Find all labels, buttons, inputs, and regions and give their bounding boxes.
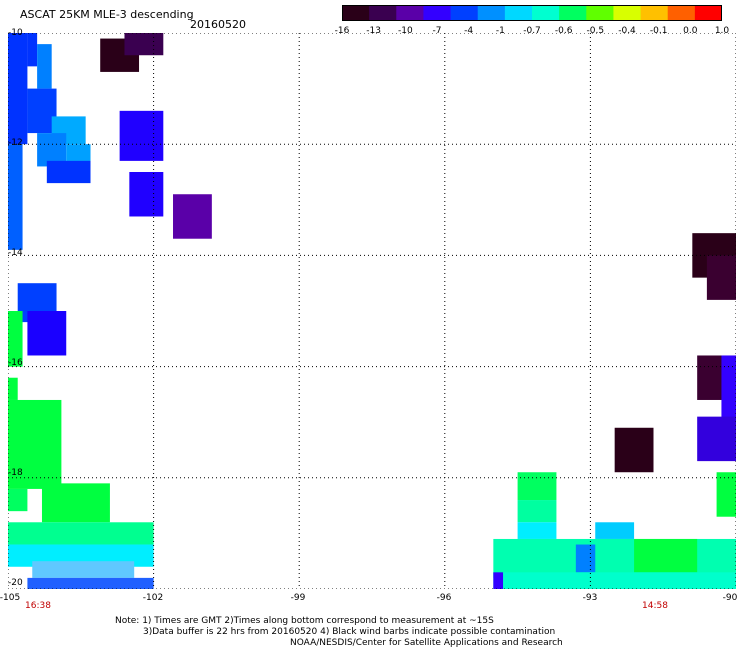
- lat-label: -16: [8, 358, 23, 368]
- swath-cell: [32, 561, 135, 578]
- swath-cell: [8, 522, 154, 545]
- colorbar-tick-label: -7: [432, 26, 442, 36]
- colorbar-border: [342, 5, 722, 21]
- swath-cell: [8, 377, 18, 400]
- swath-cell: [8, 399, 62, 489]
- swath-time-label: 14:58: [642, 601, 668, 611]
- colorbar-segment: [477, 5, 506, 21]
- colorbar-tick-labels: -16 -13 -10 -7 -4 -1 -0.7 -0.6 -0.5 -0.4 -0.1 0.0 1.…: [330, 26, 740, 38]
- swath-cell: [8, 33, 28, 145]
- map-title: ASCAT 25KM MLE-3 descending: [20, 8, 194, 21]
- swath-map: [8, 33, 736, 589]
- lat-label: -14: [8, 248, 23, 258]
- swath-cell: [129, 172, 164, 217]
- lat-label: -12: [8, 138, 23, 148]
- colorbar-tick-label: -16: [334, 26, 350, 36]
- swath-cell: [124, 33, 164, 56]
- swath-cell: [716, 472, 736, 517]
- lon-label: -102: [142, 593, 164, 603]
- swath-cell: [8, 488, 28, 512]
- swath-cell: [517, 472, 557, 501]
- colorbar-segment: [694, 5, 722, 21]
- swath-cell: [46, 160, 91, 184]
- swath-cell: [37, 44, 52, 89]
- swath-cell: [173, 194, 212, 239]
- swath-cell: [517, 522, 557, 539]
- swath-cell: [575, 544, 596, 573]
- colorbar-segment: [532, 5, 560, 21]
- swath-cell: [721, 355, 736, 428]
- swath-cell: [27, 577, 154, 589]
- swath-cell: [8, 311, 23, 367]
- colorbar-tick-label: -0.5: [586, 26, 605, 36]
- colorbar-tick-label: 1.0: [714, 26, 730, 36]
- swath-cell: [493, 572, 504, 589]
- colorbar-segment: [667, 5, 696, 21]
- lon-label: -93: [582, 593, 598, 603]
- colorbar-segment: [369, 5, 397, 21]
- colorbar-tick-label: -0.7: [523, 26, 541, 36]
- colorbar-segment: [559, 5, 587, 21]
- colorbar-tick-label: -1: [495, 26, 505, 36]
- lon-label: -96: [436, 593, 452, 603]
- lat-label: -20: [8, 578, 23, 588]
- colorbar-segment: [342, 5, 370, 21]
- map-date: 20160520: [190, 18, 246, 31]
- swath-cell: [493, 572, 736, 589]
- swath-cell: [8, 144, 23, 250]
- colorbar-segment: [640, 5, 669, 21]
- colorbar-segment: [450, 5, 479, 21]
- note-line-1: Note: 1) Times are GMT 2)Times along bot…: [115, 616, 494, 626]
- colorbar-segment: [423, 5, 452, 21]
- swath-cell: [595, 522, 635, 539]
- note-line-3: NOAA/NESDIS/Center for Satellite Applica…: [290, 638, 563, 648]
- lon-label: -105: [0, 593, 21, 603]
- swath-cell: [27, 33, 38, 67]
- colorbar: [342, 5, 722, 21]
- colorbar-tick-label: -4: [464, 26, 474, 36]
- swath-cell: [697, 416, 736, 462]
- lon-label: -99: [290, 593, 306, 603]
- swath-cell: [706, 255, 736, 300]
- colorbar-tick-label: 0.0: [683, 26, 698, 36]
- lon-label: -90: [722, 593, 738, 603]
- lat-label: -18: [8, 468, 23, 478]
- colorbar-segment: [504, 5, 533, 21]
- colorbar-segment: [586, 5, 615, 21]
- note-line-2: 3)Data buffer is 22 hrs from 20160520 4)…: [143, 627, 556, 637]
- swath-cell: [41, 483, 110, 523]
- swath-cell: [493, 538, 736, 578]
- swath-time-label: 16:38: [25, 601, 51, 611]
- swath-cell: [119, 110, 164, 161]
- colorbar-segment: [396, 5, 425, 21]
- colorbar-segment: [613, 5, 642, 21]
- colorbar-tick-label: -0.6: [554, 26, 573, 36]
- colorbar-tick-label: -0.1: [649, 26, 668, 36]
- lat-label: -10: [8, 28, 23, 38]
- swath-cell: [27, 311, 67, 356]
- swath-cell: [614, 427, 654, 473]
- colorbar-tick-label: -13: [366, 26, 382, 36]
- swath-cell: [634, 538, 698, 573]
- swath-cell: [517, 500, 557, 523]
- colorbar-tick-label: -0.4: [618, 26, 636, 36]
- colorbar-tick-label: -10: [397, 26, 413, 36]
